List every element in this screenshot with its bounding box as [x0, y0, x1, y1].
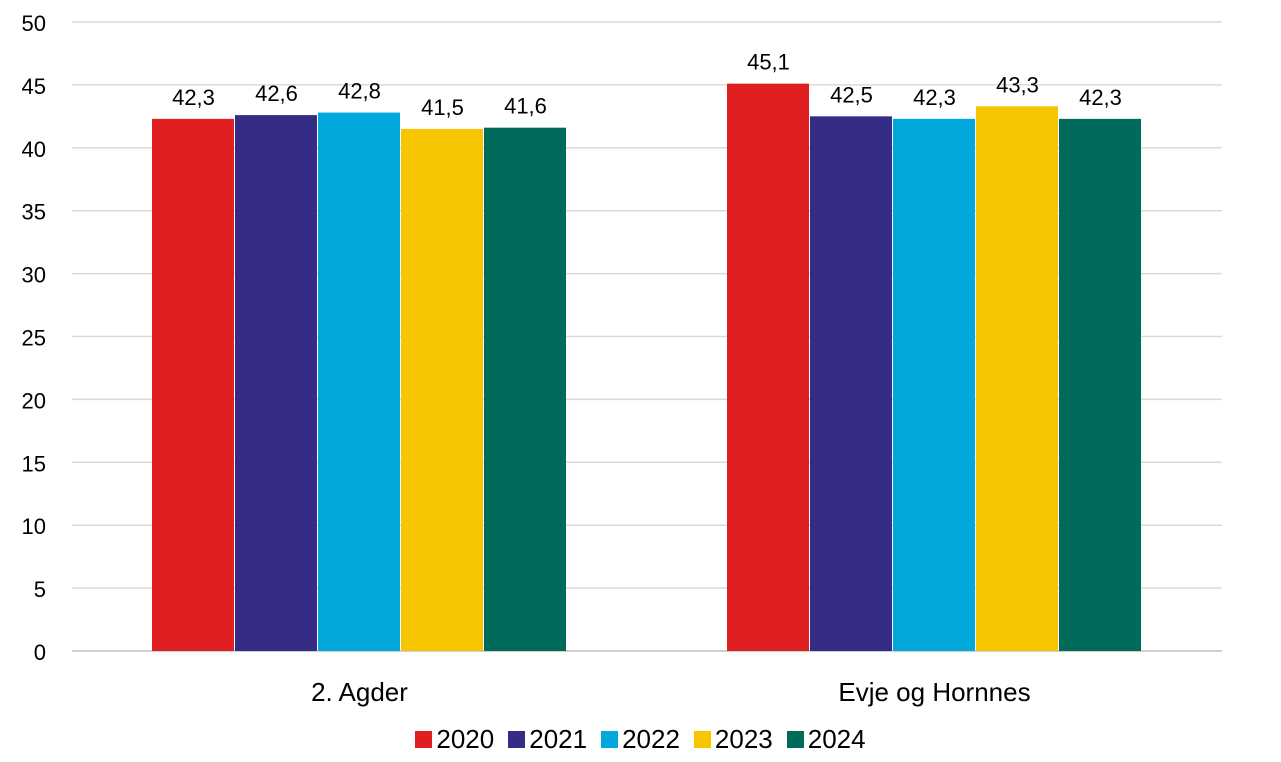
y-tick-label: 20 [22, 388, 46, 413]
data-label: 42,8 [338, 79, 381, 104]
bar-2024 [1059, 118, 1141, 652]
legend-swatch [508, 731, 526, 748]
legend-label: 2022 [622, 724, 680, 754]
legend-label: 2024 [807, 724, 866, 754]
y-tick-label: 15 [22, 451, 46, 476]
y-tick-label: 35 [22, 200, 46, 225]
y-tick-label: 25 [22, 326, 46, 351]
y-tick-label: 30 [22, 263, 46, 288]
bar-chart-svg: 0 5 10 15 20 25 30 35 40 45 50 42,3 42,6 42,8 41,5 41,6… [22, 11, 1222, 707]
bar-2020 [727, 83, 809, 652]
y-tick-label: 45 [22, 74, 46, 99]
legend-label: 2021 [529, 724, 588, 754]
bar-2023 [976, 106, 1058, 651]
bar-2020 [152, 118, 234, 652]
y-tick-label: 5 [34, 577, 46, 602]
bar-2022 [893, 118, 975, 652]
y-tick-label: 40 [22, 137, 46, 162]
data-label: 42,3 [1079, 85, 1122, 110]
data-label: 41,5 [421, 95, 464, 120]
bar-2021 [810, 116, 892, 652]
data-label: 45,1 [747, 50, 790, 75]
legend-item-2024: 2024 [786, 724, 866, 755]
legend: 2020 2021 2022 2023 2024 [0, 724, 1281, 755]
y-tick-label: 50 [22, 11, 46, 36]
legend-item-2022: 2022 [601, 724, 680, 755]
bar-2023 [401, 128, 483, 651]
x-category-label: Evje og Hornnes [838, 677, 1030, 707]
legend-swatch [415, 731, 433, 748]
bar-2021 [235, 115, 317, 652]
data-label: 41,6 [504, 94, 547, 119]
bar-2024 [484, 127, 566, 651]
data-label: 42,5 [830, 82, 873, 107]
data-label: 42,3 [172, 85, 215, 110]
legend-item-2023: 2023 [693, 724, 773, 755]
legend-swatch [693, 731, 711, 748]
legend-label: 2020 [436, 724, 495, 754]
legend-label: 2023 [714, 724, 773, 754]
legend-item-2021: 2021 [508, 724, 587, 755]
bar-2022 [318, 112, 400, 652]
y-tick-label: 0 [34, 640, 46, 665]
y-tick-label: 10 [22, 514, 46, 539]
legend-item-2020: 2020 [415, 724, 494, 755]
legend-swatch [601, 731, 619, 748]
data-label: 42,6 [255, 81, 298, 106]
x-category-label: 2. Agder [311, 677, 408, 707]
legend-swatch [786, 731, 804, 748]
data-label: 42,3 [913, 85, 956, 110]
data-label: 43,3 [996, 72, 1039, 97]
